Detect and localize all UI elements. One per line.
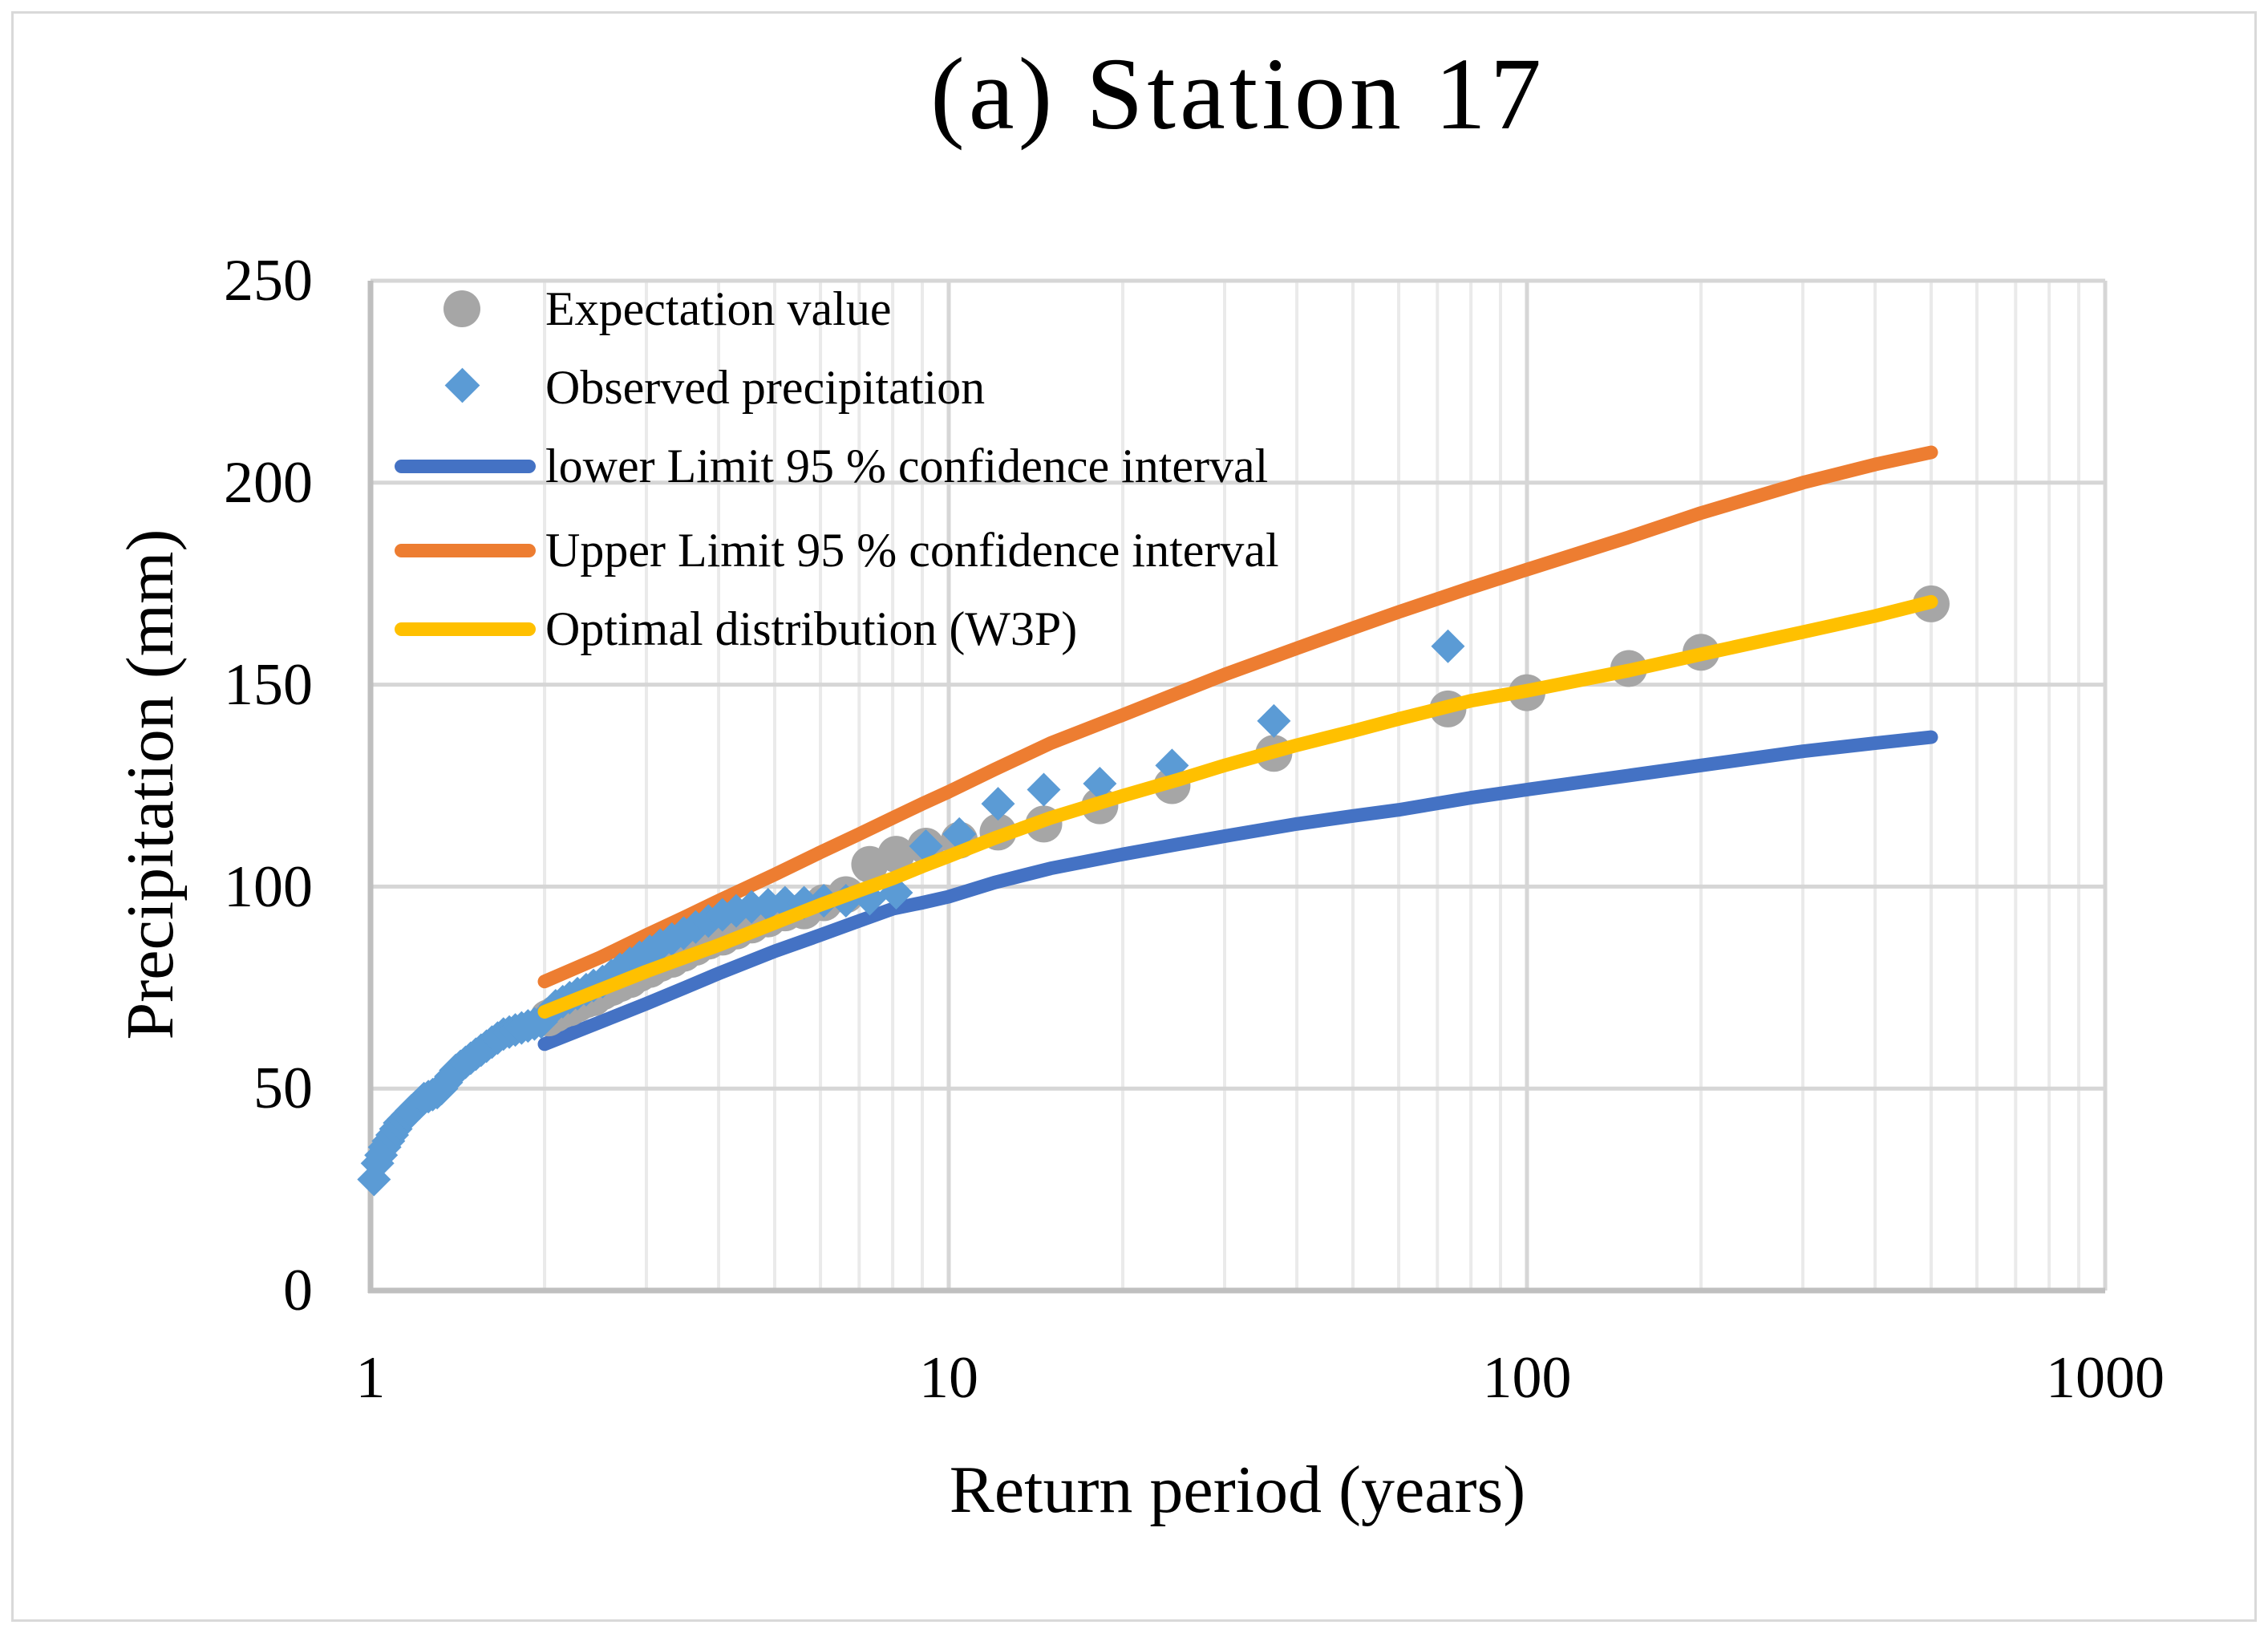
- x-tick-10: 10: [919, 1345, 978, 1411]
- observed-point: [1257, 703, 1291, 738]
- legend-optimal-line-icon: [395, 622, 536, 636]
- legend-upper-line-icon: [395, 544, 536, 557]
- x-tick-100: 100: [1482, 1345, 1572, 1411]
- y-tick-250: 250: [224, 248, 313, 314]
- observed-point: [1083, 766, 1117, 800]
- observed-point: [981, 787, 1015, 821]
- legend-lower-line-icon: [395, 460, 536, 473]
- y-tick-50: 50: [253, 1056, 313, 1121]
- x-tick-1: 1: [355, 1345, 386, 1411]
- legend-label-lower-limit: lower Limit 95 % confidence interval: [545, 440, 1269, 492]
- observed-point: [1431, 629, 1465, 663]
- observed-point: [1027, 772, 1061, 807]
- legend-circle-marker-icon: [443, 290, 480, 327]
- y-tick-0: 0: [283, 1258, 313, 1323]
- legend-label-expectation: Expectation value: [545, 282, 892, 335]
- series-line: [537, 730, 1938, 1052]
- legend-label-observed: Observed precipitation: [545, 361, 986, 414]
- legend-label-optimal: Optimal distribution (W3P): [545, 602, 1078, 655]
- expectation-point: [877, 836, 915, 873]
- x-axis-title: Return period (years): [949, 1453, 1526, 1527]
- y-tick-100: 100: [224, 854, 313, 920]
- y-tick-150: 150: [224, 652, 313, 718]
- y-tick-200: 200: [224, 450, 313, 516]
- series-line: [537, 594, 1938, 1019]
- y-axis-title: Precipitation (mm): [113, 529, 188, 1040]
- legend-label-upper-limit: Upper Limit 95 % confidence interval: [545, 524, 1279, 577]
- x-tick-1000: 1000: [2046, 1345, 2165, 1411]
- chart-title: (a) Station 17: [930, 37, 1545, 151]
- series-line: [537, 445, 1938, 989]
